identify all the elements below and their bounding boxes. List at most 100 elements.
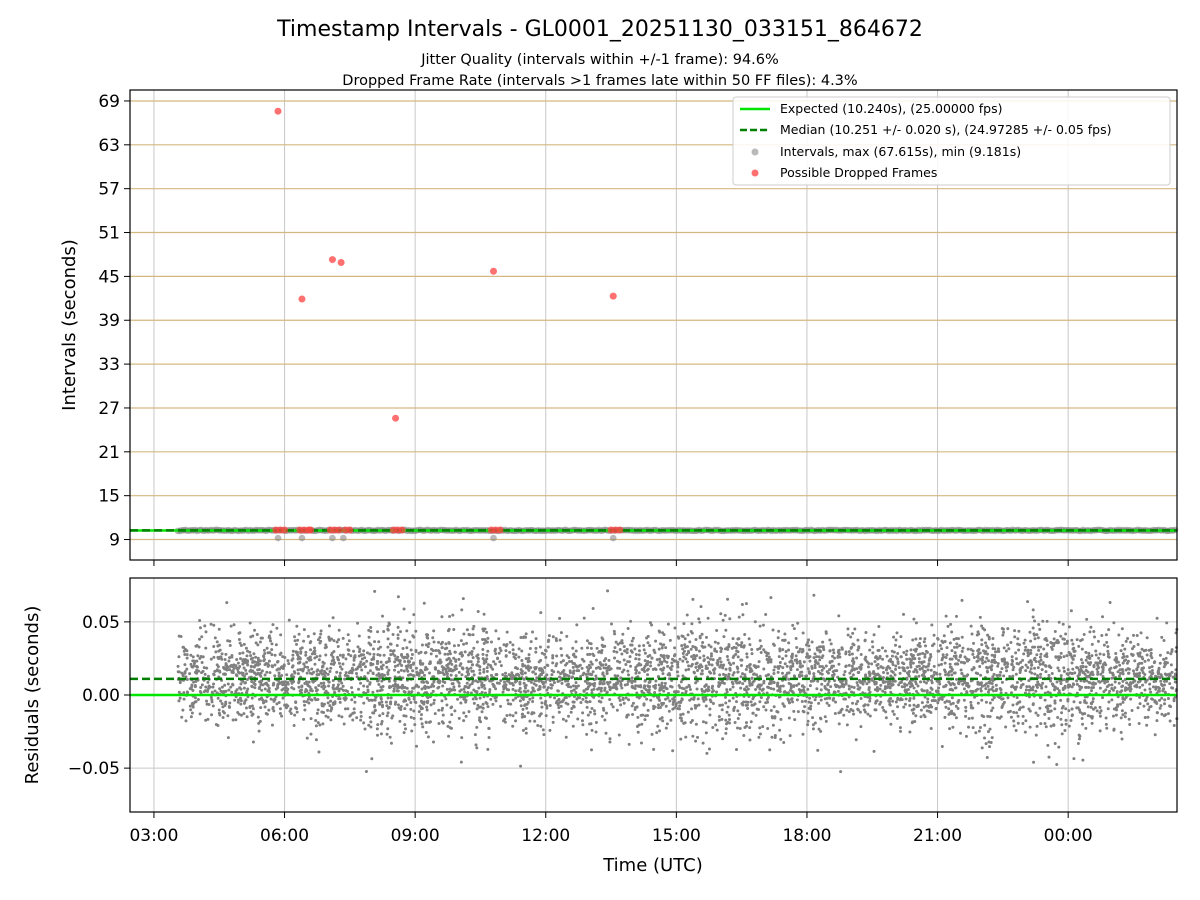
residual-point xyxy=(567,674,571,678)
residual-point xyxy=(943,700,947,704)
residual-point xyxy=(777,655,781,659)
residual-point xyxy=(345,642,349,646)
residual-point xyxy=(194,679,198,683)
residual-point xyxy=(590,662,594,666)
residual-point xyxy=(1062,677,1066,681)
residual-point xyxy=(251,660,255,664)
residual-point xyxy=(517,655,521,659)
residual-point xyxy=(306,697,310,701)
residual-point xyxy=(522,689,526,693)
residual-point xyxy=(1043,698,1047,702)
residual-point xyxy=(239,702,243,706)
residual-point xyxy=(400,663,404,667)
residual-point xyxy=(781,666,785,670)
residual-point xyxy=(608,697,612,701)
residual-point xyxy=(1096,663,1100,667)
residual-point xyxy=(558,616,562,620)
residual-point xyxy=(1165,621,1169,625)
residual-point xyxy=(307,680,311,684)
residual-point xyxy=(215,663,219,667)
residual-point xyxy=(543,666,547,670)
residual-point xyxy=(717,681,721,685)
residual-point xyxy=(1080,716,1084,720)
residual-point xyxy=(303,665,307,669)
residual-point xyxy=(475,707,479,711)
residual-point xyxy=(1053,699,1057,703)
residual-point xyxy=(508,713,512,717)
residual-point xyxy=(961,646,965,650)
residual-point xyxy=(962,679,966,683)
residual-point xyxy=(1107,683,1111,687)
residual-point xyxy=(425,705,429,709)
residual-point xyxy=(822,666,826,670)
residual-point xyxy=(1072,757,1076,761)
residual-point xyxy=(698,636,702,640)
residual-point xyxy=(812,656,816,660)
residual-point xyxy=(271,623,275,627)
residual-point xyxy=(996,661,1000,665)
residual-point xyxy=(852,662,856,666)
residual-point xyxy=(1062,669,1066,673)
residual-point xyxy=(511,643,515,647)
residual-point xyxy=(434,654,438,658)
residual-point xyxy=(1072,646,1076,650)
residual-point xyxy=(678,716,682,720)
residual-point xyxy=(1026,666,1030,670)
residual-point xyxy=(1101,696,1105,700)
residual-point xyxy=(317,684,321,688)
residual-point xyxy=(663,681,667,685)
residual-point xyxy=(800,674,804,678)
residual-point xyxy=(270,642,274,646)
residual-point xyxy=(422,680,426,684)
residual-point xyxy=(689,647,693,651)
residual-point xyxy=(882,671,886,675)
residual-point xyxy=(801,732,805,736)
residual-point xyxy=(209,695,213,699)
residual-point xyxy=(625,647,629,651)
residual-point xyxy=(585,681,589,685)
residual-point xyxy=(322,684,326,688)
residual-point xyxy=(202,690,206,694)
residual-point xyxy=(404,727,408,731)
residual-point xyxy=(929,674,933,678)
residual-point xyxy=(1005,661,1009,665)
residual-point xyxy=(248,705,252,709)
residual-point xyxy=(1145,653,1149,657)
residual-point xyxy=(619,676,623,680)
residual-point xyxy=(1024,719,1028,723)
residual-point xyxy=(687,667,691,671)
residual-point xyxy=(786,697,790,701)
residual-point xyxy=(942,634,946,638)
residual-point xyxy=(858,665,862,669)
residual-point xyxy=(918,641,922,645)
residual-point xyxy=(427,642,431,646)
residual-point xyxy=(1024,645,1028,649)
residual-point xyxy=(403,723,407,727)
residual-point xyxy=(1168,682,1172,686)
residual-point xyxy=(306,634,310,638)
residual-point xyxy=(341,662,345,666)
residual-point xyxy=(758,687,762,691)
residual-point xyxy=(447,734,451,738)
residual-point xyxy=(741,703,745,707)
residual-point xyxy=(625,651,629,655)
residual-point xyxy=(570,706,574,710)
residual-point xyxy=(816,670,820,674)
residual-point xyxy=(940,647,944,651)
residual-point xyxy=(607,658,611,662)
residual-point xyxy=(721,737,725,741)
residual-point xyxy=(693,657,697,661)
residual-point xyxy=(218,655,222,659)
residual-point xyxy=(485,630,489,634)
residual-point xyxy=(531,700,535,704)
residual-point xyxy=(521,664,525,668)
residual-point xyxy=(726,597,730,601)
residual-point xyxy=(948,688,952,692)
residual-point xyxy=(183,653,187,657)
residual-point xyxy=(1106,649,1110,653)
residual-point xyxy=(719,646,723,650)
residual-point xyxy=(239,713,243,717)
residual-point xyxy=(1064,722,1068,726)
residual-point xyxy=(1157,689,1161,693)
residual-point xyxy=(840,647,844,651)
